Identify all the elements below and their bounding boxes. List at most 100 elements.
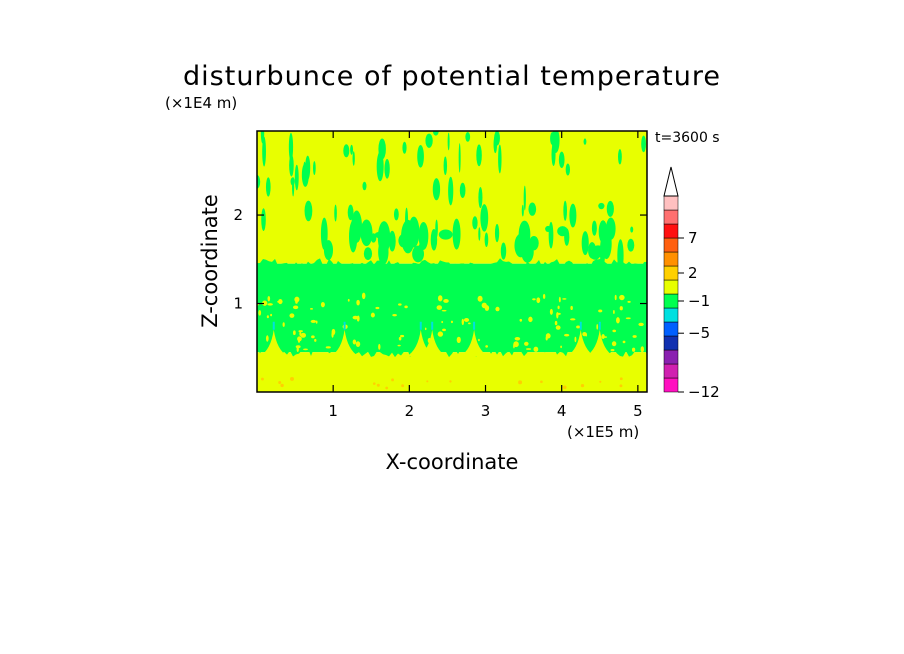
yellow-fleck — [524, 341, 529, 346]
green-streak — [401, 219, 415, 254]
yellow-fleck — [631, 347, 636, 352]
colorbar-segment — [663, 209, 679, 225]
green-streak — [569, 203, 577, 228]
green-streak — [630, 226, 634, 233]
yellow-fleck — [532, 298, 536, 301]
green-streak — [378, 239, 389, 265]
colorbar-segment — [663, 223, 679, 239]
green-streak — [303, 161, 306, 174]
colorbar-segment — [663, 279, 679, 295]
yellow-fleck — [292, 305, 299, 310]
yellow-fleck — [616, 317, 620, 324]
y-tick-label: 2 — [233, 206, 243, 224]
green-streak — [618, 149, 622, 165]
yellow-fleck — [441, 309, 447, 312]
green-streak — [591, 220, 597, 236]
colorbar-segment — [663, 349, 679, 365]
green-streak — [591, 245, 605, 258]
green-streak — [523, 185, 526, 211]
yellow-fleck — [632, 335, 637, 338]
plume — [418, 329, 447, 357]
green-streak — [260, 131, 265, 144]
yellow-fleck — [370, 312, 375, 318]
yellow-fleck — [614, 294, 617, 301]
orange-speck — [372, 382, 376, 385]
green-streak — [465, 132, 471, 142]
yellow-fleck — [638, 322, 644, 327]
green-streak — [343, 144, 350, 158]
colorbar-segment — [663, 377, 679, 393]
y-multiplier-label: (×1E4 m) — [165, 94, 237, 112]
green-streak — [641, 135, 647, 153]
green-streak — [261, 208, 266, 232]
yellow-fleck — [265, 335, 269, 342]
green-streak — [292, 177, 295, 197]
region-middle — [257, 263, 647, 353]
yellow-fleck — [542, 294, 546, 299]
green-streak — [384, 159, 390, 179]
green-streak — [459, 182, 466, 199]
orange-speck — [290, 376, 294, 381]
green-streak — [452, 218, 461, 250]
yellow-fleck — [556, 312, 561, 315]
plume-tip — [579, 321, 582, 330]
yellow-fleck — [461, 318, 465, 326]
green-streak — [493, 135, 498, 154]
green-streak — [617, 239, 624, 272]
yellow-fleck — [570, 305, 573, 311]
orange-speck — [619, 384, 623, 388]
yellow-fleck — [356, 299, 360, 306]
green-streak — [598, 202, 605, 210]
green-streak — [412, 245, 425, 263]
yellow-fleck — [513, 341, 519, 348]
yellow-fleck — [519, 318, 523, 322]
yellow-fleck — [300, 332, 307, 338]
yellow-fleck — [627, 300, 631, 303]
green-streak — [432, 178, 441, 201]
yellow-fleck — [299, 331, 302, 337]
yellow-fleck — [361, 292, 366, 300]
plume-tip — [272, 321, 275, 330]
plume — [585, 329, 614, 357]
green-streak — [360, 219, 373, 247]
green-streak — [257, 174, 261, 189]
green-streak — [350, 144, 354, 155]
green-streak — [563, 200, 568, 221]
colorbar-segment — [663, 307, 679, 323]
colorbar-segment — [663, 321, 679, 337]
x-multiplier-label: (×1E5 m) — [567, 423, 639, 441]
yellow-fleck — [266, 315, 269, 319]
green-streak — [262, 136, 266, 167]
yellow-fleck — [277, 300, 283, 304]
yellow-fleck — [619, 294, 625, 301]
green-streak — [521, 204, 524, 217]
yellow-fleck — [436, 305, 443, 310]
yellow-fleck — [611, 341, 617, 347]
yellow-fleck — [533, 346, 539, 352]
y-axis-label: Z-coordinate — [198, 194, 222, 328]
orange-speck — [599, 380, 602, 383]
yellow-fleck — [315, 320, 318, 324]
x-axis-label: X-coordinate — [386, 450, 519, 474]
orange-speck — [391, 378, 395, 382]
yellow-fleck — [601, 334, 605, 339]
yellow-fleck — [392, 313, 397, 317]
yellow-fleck — [424, 327, 427, 331]
green-streak — [294, 164, 299, 191]
yellow-fleck — [400, 334, 405, 338]
green-streak — [304, 200, 313, 222]
green-streak — [480, 204, 489, 232]
y-axis: 12 — [233, 206, 647, 313]
yellow-fleck — [298, 330, 303, 333]
time-label: t=3600 s — [655, 130, 720, 146]
plume-tip — [419, 321, 422, 330]
plume — [330, 329, 359, 357]
yellow-fleck — [397, 344, 401, 347]
yellow-fleck — [352, 339, 357, 345]
colorbar-segment — [663, 195, 679, 211]
orange-speck — [278, 380, 282, 384]
yellow-fleck — [294, 296, 300, 303]
green-streak — [425, 133, 433, 148]
orange-speck — [518, 380, 523, 385]
